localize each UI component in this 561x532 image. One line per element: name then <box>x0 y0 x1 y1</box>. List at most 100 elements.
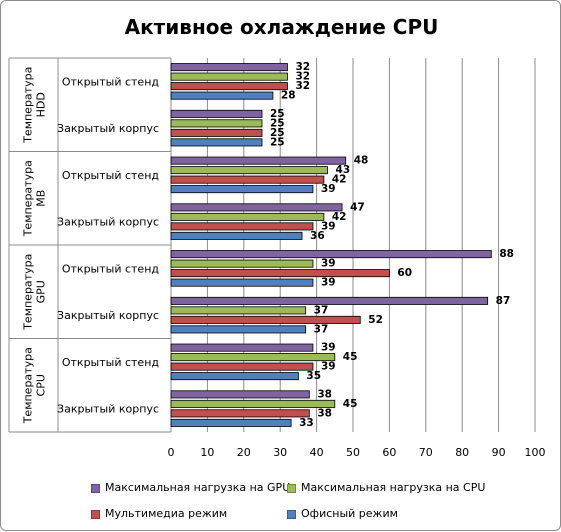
legend-label: Мультимедиа режим <box>105 507 228 520</box>
bar-s3-c3 <box>170 231 303 240</box>
data-label-s3-c1: 25 <box>270 136 285 148</box>
category-label-1: Закрытый корпус <box>57 122 159 135</box>
x-tick-label-6: 60 <box>382 446 396 459</box>
data-label-s3-c3: 36 <box>310 230 325 242</box>
legend-swatch <box>91 509 100 519</box>
data-label-s0-c7: 38 <box>317 388 332 400</box>
bar-s1-c0 <box>170 72 288 81</box>
bar-s3-c5 <box>170 325 307 334</box>
bar-s2-c0 <box>170 82 288 91</box>
chart-title: Активное охлаждение CPU <box>124 15 439 39</box>
bar-s2-c6 <box>170 362 314 371</box>
bar-s2-c5 <box>170 315 361 324</box>
data-label-s0-c2: 48 <box>354 155 369 167</box>
x-tick-label-0: 0 <box>168 446 175 459</box>
data-label-s1-c0: 32 <box>295 71 310 83</box>
bar-s2-c7 <box>170 409 310 418</box>
x-tick-label-7: 70 <box>419 446 433 459</box>
bar-s0-c1 <box>170 109 263 118</box>
data-label-s0-c1: 25 <box>270 108 285 120</box>
bar-s0-c6 <box>170 343 314 352</box>
legend-label: Максимальная нагрузка на GPU <box>105 481 291 494</box>
legend-item: Максимальная нагрузка на GPU <box>91 481 290 494</box>
group-label-2: ТемператураGPU <box>21 254 47 331</box>
x-tick-label-2: 20 <box>237 446 251 459</box>
bar-s0-c5 <box>170 296 489 305</box>
bar-s2-c2 <box>170 175 325 184</box>
x-tick-label-3: 30 <box>273 446 287 459</box>
data-label-s2-c4: 60 <box>397 267 412 279</box>
data-label-s0-c4: 88 <box>499 248 514 260</box>
legend-swatch <box>287 509 296 519</box>
group-label-1: ТемператураMB <box>21 160 47 237</box>
data-label-s0-c3: 47 <box>350 201 365 213</box>
bar-s0-c4 <box>170 250 492 259</box>
category-label-5: Закрытый корпус <box>57 309 159 322</box>
bar-s1-c6 <box>170 353 336 362</box>
category-label-4: Открытый стенд <box>62 262 160 275</box>
data-label-s3-c5: 37 <box>314 323 329 335</box>
bar-s1-c3 <box>170 212 325 221</box>
data-label-s2-c1: 25 <box>270 127 285 139</box>
x-tick-label-8: 80 <box>455 446 469 459</box>
bar-s3-c7 <box>170 418 292 427</box>
bar-s3-c4 <box>170 278 314 287</box>
data-label-s2-c2: 42 <box>332 174 347 186</box>
bar-s0-c7 <box>170 390 310 399</box>
data-label-s2-c6: 39 <box>321 361 336 373</box>
legend-label: Максимальная нагрузка на CPU <box>301 481 486 494</box>
bar-s2-c3 <box>170 222 314 231</box>
bar-s3-c2 <box>170 185 314 194</box>
x-tick-label-4: 40 <box>310 446 324 459</box>
x-tick-label-5: 50 <box>346 446 360 459</box>
data-label-s2-c3: 39 <box>321 220 336 232</box>
bar-s3-c0 <box>170 91 274 100</box>
x-tick-label-1: 10 <box>200 446 214 459</box>
group-label-3: ТемператураCPU <box>21 347 47 424</box>
category-label-3: Закрытый корпус <box>57 216 159 229</box>
x-tick-label-10: 100 <box>525 446 546 459</box>
bar-s0-c3 <box>170 203 343 212</box>
bar-s0-c2 <box>170 156 347 165</box>
bar-s2-c1 <box>170 128 263 137</box>
data-label-s1-c4: 39 <box>321 258 336 270</box>
data-label-s1-c3: 42 <box>332 211 347 223</box>
bar-s3-c6 <box>170 372 299 381</box>
data-label-s0-c0: 32 <box>295 61 310 73</box>
data-label-s3-c2: 39 <box>321 183 336 195</box>
category-label-6: Открытый стенд <box>62 356 160 369</box>
data-label-s1-c1: 25 <box>270 117 285 129</box>
data-label-s1-c6: 45 <box>343 351 358 363</box>
bar-s1-c1 <box>170 119 263 128</box>
data-label-s0-c5: 87 <box>496 295 511 307</box>
category-label-0: Открытый стенд <box>62 75 160 88</box>
x-tick-label-9: 90 <box>492 446 506 459</box>
legend-item: Максимальная нагрузка на CPU <box>287 481 485 494</box>
legend-swatch <box>287 483 296 493</box>
data-label-s2-c7: 38 <box>317 407 332 419</box>
bar-s3-c1 <box>170 138 263 147</box>
data-label-s2-c5: 52 <box>368 314 383 326</box>
bar-s0-c0 <box>170 63 288 72</box>
data-label-s3-c7: 33 <box>299 417 314 429</box>
legend-item: Офисный режим <box>287 507 398 520</box>
category-label-2: Открытый стенд <box>62 169 160 182</box>
data-label-s3-c6: 35 <box>306 370 321 382</box>
legend-label: Офисный режим <box>301 507 398 520</box>
bar-s2-c4 <box>170 269 390 278</box>
bar-s1-c4 <box>170 259 314 268</box>
data-label-s1-c5: 37 <box>314 304 329 316</box>
legend-swatch <box>91 483 100 493</box>
bar-s1-c7 <box>170 399 336 408</box>
data-label-s2-c0: 32 <box>295 80 310 92</box>
data-label-s1-c7: 45 <box>343 398 358 410</box>
legend-item: Мультимедиа режим <box>91 507 227 520</box>
data-label-s0-c6: 39 <box>321 342 336 354</box>
data-label-s3-c0: 28 <box>281 90 296 102</box>
category-label-7: Закрытый корпус <box>57 403 159 416</box>
bar-s1-c2 <box>170 166 328 175</box>
data-label-s3-c4: 39 <box>321 277 336 289</box>
group-label-0: ТемператураHDD <box>21 67 47 144</box>
